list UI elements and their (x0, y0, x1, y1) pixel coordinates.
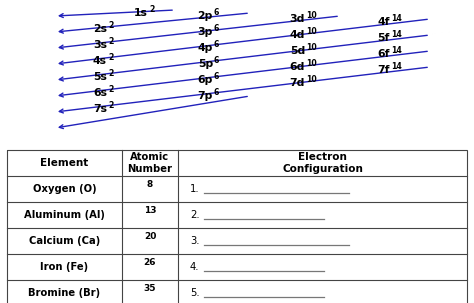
Text: 10: 10 (306, 59, 317, 68)
Text: 7p: 7p (198, 91, 213, 101)
Bar (7, 150, 467, 303)
Text: 7s: 7s (93, 104, 107, 114)
Text: 3p: 3p (198, 27, 213, 37)
Text: 2.: 2. (190, 210, 200, 220)
Text: 35: 35 (144, 284, 156, 293)
Text: 6: 6 (214, 72, 219, 81)
Text: Element: Element (40, 158, 89, 168)
Text: Aluminum (Al): Aluminum (Al) (24, 210, 105, 220)
Text: 3s: 3s (93, 40, 107, 50)
Text: 14: 14 (391, 46, 402, 55)
Text: 14: 14 (391, 30, 402, 39)
Text: 6p: 6p (198, 75, 213, 85)
Text: Oxygen (O): Oxygen (O) (33, 184, 96, 194)
Text: 6: 6 (214, 56, 219, 65)
Text: 1.: 1. (190, 184, 200, 194)
Text: 4f: 4f (377, 17, 390, 27)
Text: 6: 6 (214, 40, 219, 49)
Text: 4d: 4d (290, 30, 305, 40)
Text: 20: 20 (144, 232, 156, 241)
Text: 7f: 7f (377, 65, 390, 75)
Text: 3d: 3d (290, 14, 305, 24)
Text: 2: 2 (108, 21, 113, 30)
Text: 2p: 2p (198, 11, 213, 21)
Text: 2: 2 (108, 37, 113, 46)
Text: 6s: 6s (93, 88, 107, 98)
Text: Atomic
Number: Atomic Number (128, 152, 173, 174)
Text: 5d: 5d (290, 46, 305, 56)
Text: 10: 10 (306, 27, 317, 36)
Text: 5s: 5s (93, 72, 107, 82)
Text: 10: 10 (306, 11, 317, 20)
Text: 6: 6 (214, 8, 219, 17)
Text: 10: 10 (306, 43, 317, 52)
Text: 2: 2 (108, 101, 113, 110)
Text: 13: 13 (144, 206, 156, 215)
Text: 4.: 4. (190, 262, 200, 272)
Text: 2: 2 (108, 53, 113, 62)
Text: 2: 2 (108, 85, 113, 94)
Text: 5p: 5p (198, 59, 213, 69)
Text: 5f: 5f (378, 33, 390, 43)
Text: 6d: 6d (290, 62, 305, 72)
Text: 8: 8 (147, 180, 153, 189)
Text: 2: 2 (108, 69, 113, 78)
Text: 1s: 1s (134, 8, 148, 18)
Text: 6f: 6f (377, 49, 390, 59)
Text: 14: 14 (391, 62, 402, 71)
Text: 5.: 5. (190, 288, 200, 298)
Text: 6: 6 (214, 88, 219, 97)
Text: 3.: 3. (190, 236, 200, 246)
Text: 14: 14 (391, 14, 402, 23)
Text: 10: 10 (306, 75, 317, 84)
Text: Bromine (Br): Bromine (Br) (28, 288, 100, 298)
Text: 6: 6 (214, 24, 219, 33)
Text: 26: 26 (144, 258, 156, 267)
Text: 7d: 7d (290, 78, 305, 88)
Text: Electron
Configuration: Electron Configuration (282, 152, 363, 174)
Text: 4s: 4s (93, 56, 107, 66)
Text: 2s: 2s (93, 24, 107, 34)
Text: Calcium (Ca): Calcium (Ca) (29, 236, 100, 246)
Text: Iron (Fe): Iron (Fe) (40, 262, 89, 272)
Text: 4p: 4p (198, 43, 213, 53)
Text: 2: 2 (149, 5, 155, 14)
